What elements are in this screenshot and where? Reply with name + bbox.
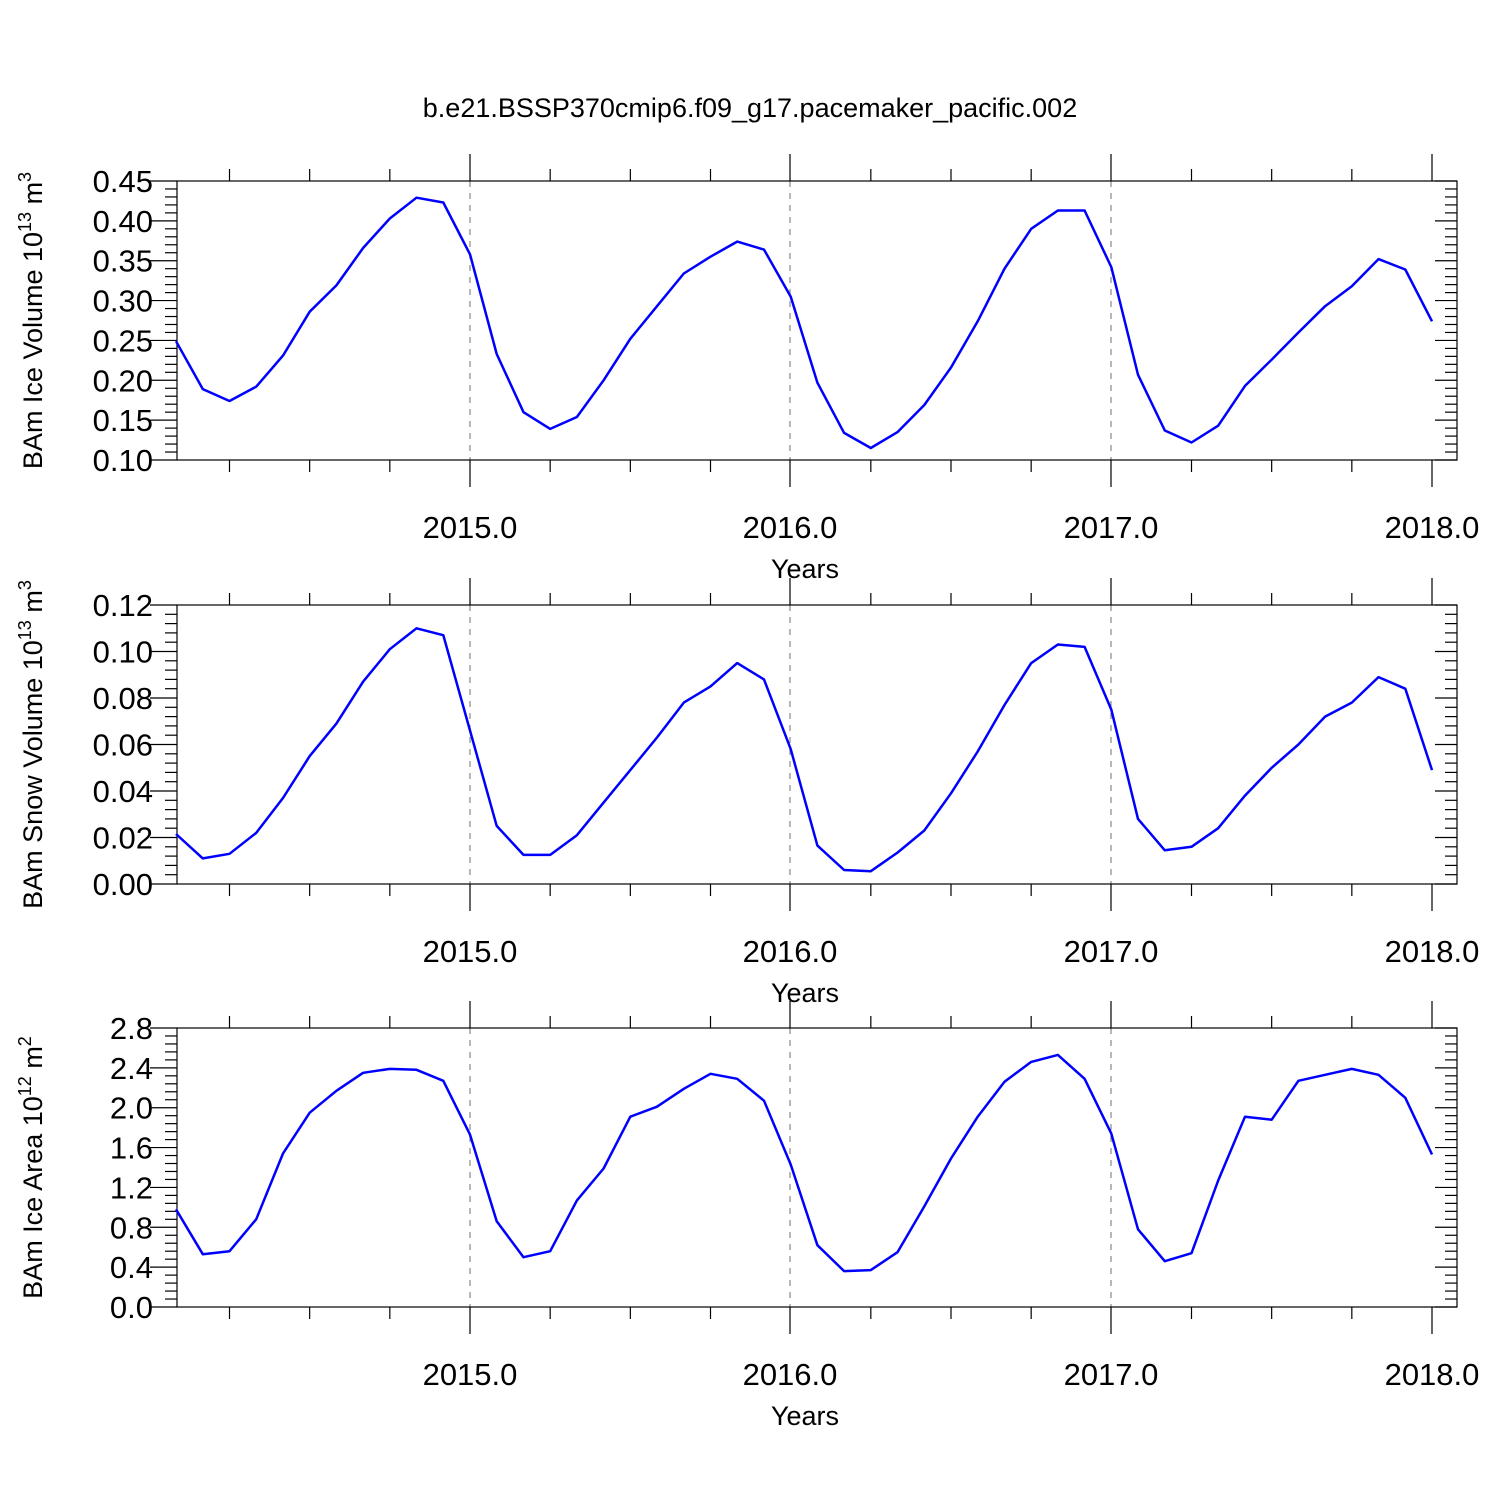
y-tick-label: 2.8 bbox=[110, 1011, 153, 1046]
y-tick-label: 1.6 bbox=[110, 1131, 153, 1166]
y-axis-label-main: BAm Snow Volume 10 bbox=[18, 640, 48, 909]
x-tick-label: 2015.0 bbox=[423, 1357, 518, 1392]
chart-panel-1: 0.10 0.15 0.20 0.25 0.30 0.35 0.40 0.45 2015.0 20… bbox=[15, 154, 1479, 584]
x-tick-label: 2018.0 bbox=[1385, 934, 1480, 969]
y-tick-label: 0.4 bbox=[110, 1250, 153, 1285]
y-tick-label: 0.04 bbox=[93, 774, 153, 809]
y-tick-label: 0.0 bbox=[110, 1290, 153, 1325]
y-tick-label: 0.08 bbox=[93, 681, 153, 716]
y-axis-label-unit-exp: 3 bbox=[15, 580, 35, 590]
y-axis-label-unit: m bbox=[18, 590, 48, 620]
x-axis-label: Years bbox=[771, 1401, 839, 1431]
plot-frame bbox=[176, 1027, 1458, 1308]
x-tick-label: 2017.0 bbox=[1064, 1357, 1159, 1392]
y-axis-label-exp: 12 bbox=[15, 1076, 35, 1096]
y-axis-label-unit: m bbox=[18, 182, 48, 212]
x-axis-label: Years bbox=[771, 978, 839, 1008]
y-tick-label: 0.20 bbox=[93, 363, 153, 398]
x-tick-label: 2017.0 bbox=[1064, 510, 1159, 545]
chart-title: b.e21.BSSP370cmip6.f09_g17.pacemaker_pac… bbox=[423, 93, 1077, 123]
y-tick-label: 0.40 bbox=[93, 204, 153, 239]
y-axis-label: BAm Snow Volume 1013 m3 bbox=[15, 580, 48, 909]
x-axis-label: Years bbox=[771, 554, 839, 584]
y-tick-label: 2.0 bbox=[110, 1091, 153, 1126]
y-axis-label: BAm Ice Area 1012 m2 bbox=[15, 1036, 48, 1299]
chart-panel-2: 0.00 0.02 0.04 0.06 0.08 0.10 0.12 2015.0 2016.0… bbox=[15, 578, 1479, 1008]
y-tick-label: 0.02 bbox=[93, 821, 153, 856]
y-tick-label: 0.12 bbox=[93, 588, 153, 623]
y-tick-label: 0.30 bbox=[93, 284, 153, 319]
y-axis-label-main: BAm Ice Area 10 bbox=[18, 1096, 48, 1299]
y-tick-label: 0.45 bbox=[93, 164, 153, 199]
series-line bbox=[175, 627, 1434, 873]
x-tick-label: 2016.0 bbox=[743, 1357, 838, 1392]
y-axis-label-exp: 13 bbox=[15, 620, 35, 640]
y-axis-label-unit-exp: 2 bbox=[15, 1036, 35, 1046]
y-tick-label: 1.2 bbox=[110, 1170, 153, 1205]
series-line bbox=[174, 196, 1434, 450]
x-tick-label: 2018.0 bbox=[1385, 1357, 1480, 1392]
y-axis-label-unit: m bbox=[18, 1046, 48, 1076]
y-axis-label-unit-exp: 3 bbox=[15, 172, 35, 182]
y-tick-label: 0.10 bbox=[93, 635, 153, 670]
series-line bbox=[174, 1053, 1434, 1273]
y-tick-label: 0.25 bbox=[93, 323, 153, 358]
y-axis-label-main: BAm Ice Volume 10 bbox=[18, 232, 48, 469]
x-tick-label: 2018.0 bbox=[1385, 510, 1480, 545]
chart-panel-3: 0.0 0.4 0.8 1.2 1.6 2.0 2.4 2.8 2015.0 2016.0 2017… bbox=[15, 1001, 1479, 1431]
x-tick-label: 2015.0 bbox=[423, 934, 518, 969]
y-tick-label: 0.35 bbox=[93, 244, 153, 279]
plot-frame bbox=[176, 180, 1458, 461]
x-tick-label: 2017.0 bbox=[1064, 934, 1159, 969]
y-axis-label-exp: 13 bbox=[15, 212, 35, 232]
y-tick-label: 0.10 bbox=[93, 443, 153, 478]
y-tick-label: 0.8 bbox=[110, 1210, 153, 1245]
x-tick-label: 2016.0 bbox=[743, 934, 838, 969]
y-tick-label: 0.06 bbox=[93, 728, 153, 763]
y-tick-label: 2.4 bbox=[110, 1051, 153, 1086]
y-tick-label: 0.15 bbox=[93, 403, 153, 438]
y-tick-label: 0.00 bbox=[93, 867, 153, 902]
y-axis-label: BAm Ice Volume 1013 m3 bbox=[15, 172, 48, 469]
x-tick-label: 2015.0 bbox=[423, 510, 518, 545]
x-tick-label: 2016.0 bbox=[743, 510, 838, 545]
